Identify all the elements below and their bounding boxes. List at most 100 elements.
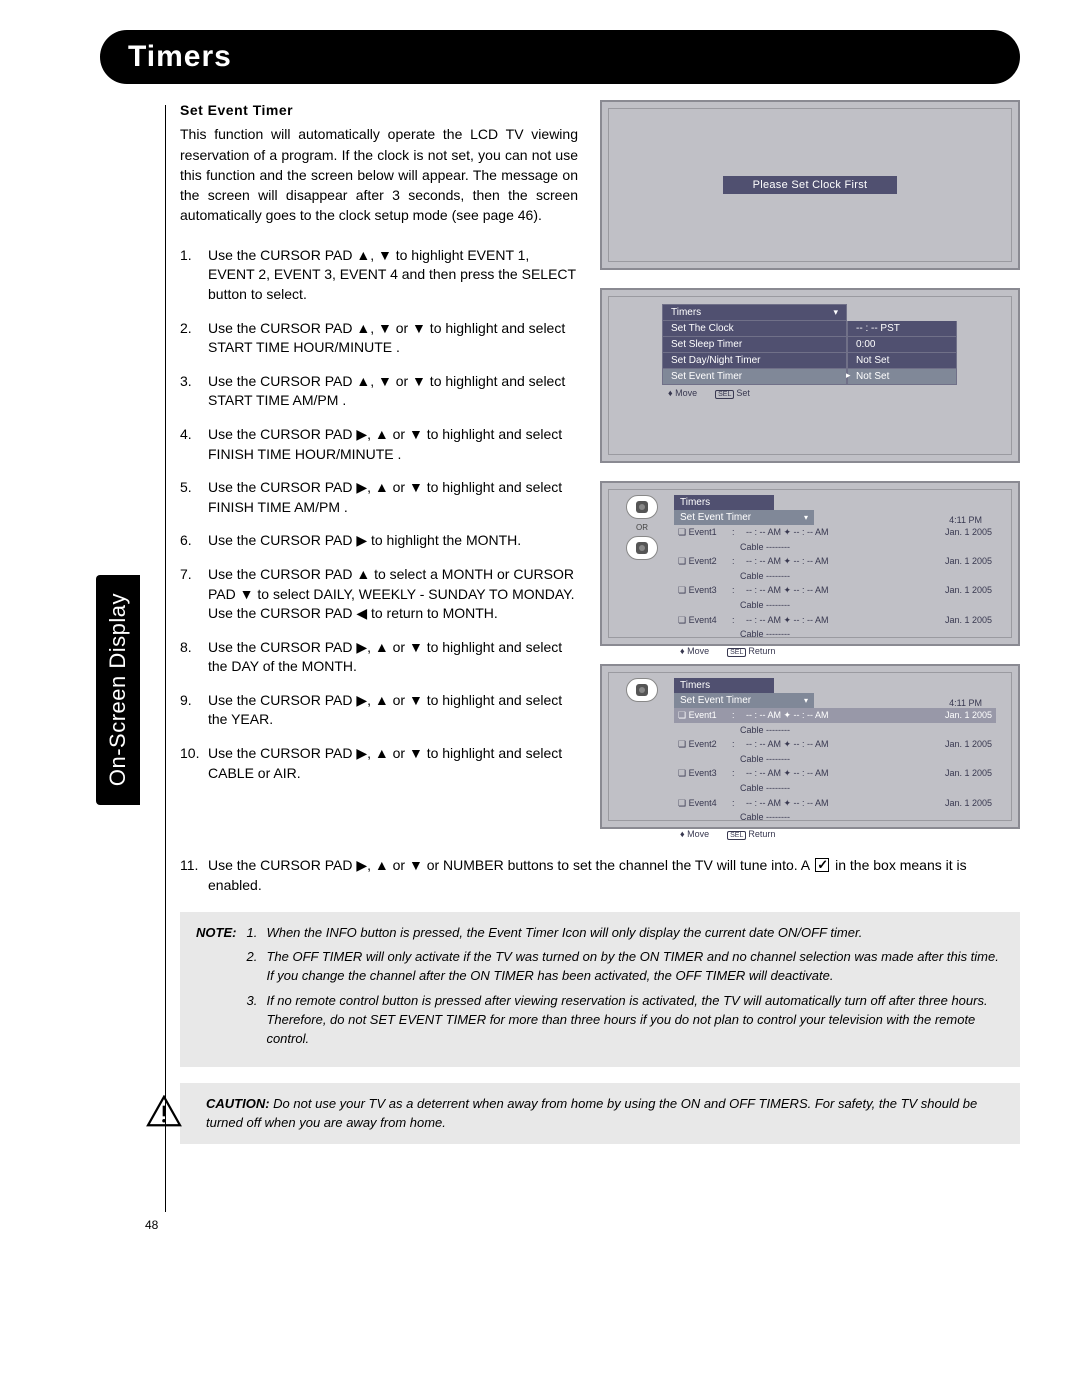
steps-list: Use the CURSOR PAD ▲, ▼ to highlight EVE… — [180, 246, 578, 783]
event-label: ❏ Event3 — [678, 584, 724, 597]
menu-value: -- : -- PST — [847, 321, 957, 337]
page-header: Timers — [100, 30, 1020, 84]
sidebar-label: On-Screen Display — [105, 593, 131, 786]
event-date: Jan. 1 2005 — [945, 797, 992, 810]
menu-footer: ♦ Move SELSet — [662, 385, 988, 399]
event-label: ❏ Event1 — [678, 526, 724, 539]
footer-move: Move — [687, 646, 709, 656]
note-item: When the INFO button is pressed, the Eve… — [246, 924, 1004, 943]
footer-set: Set — [736, 388, 750, 398]
event-label: ❏ Event2 — [678, 555, 724, 568]
event-cable: Cable -------- — [678, 599, 790, 612]
event-title: Timers — [674, 678, 774, 693]
dpad-icon — [626, 536, 658, 560]
warning-triangle-icon — [146, 1095, 182, 1127]
event-date: Jan. 1 2005 — [945, 526, 992, 539]
step-item: Use the CURSOR PAD ▶, ▲ or ▼ to highligh… — [180, 425, 578, 464]
menu-item: Set Sleep Timer — [662, 337, 847, 353]
menu-item-active: Set Event Timer — [662, 369, 847, 385]
vertical-divider — [165, 105, 166, 1212]
event-date: Jan. 1 2005 — [945, 738, 992, 751]
event-label: ❏ Event4 — [678, 614, 724, 627]
sel-badge-icon: SEL — [727, 648, 746, 657]
figure-column: Please Set Clock First Timers ▾ Set The … — [600, 100, 1020, 847]
footer-move: Move — [687, 829, 709, 839]
chevron-down-icon: ▾ — [804, 696, 808, 705]
event-date: Jan. 1 2005 — [945, 767, 992, 780]
screen-timers-menu: Timers ▾ Set The Clock-- : -- PST Set Sl… — [600, 288, 1020, 463]
remote-icons — [622, 678, 662, 702]
dpad-icon — [626, 678, 658, 702]
event-cable: Cable -------- — [678, 570, 790, 583]
step-11-pre: Use the CURSOR PAD ▶, ▲ or ▼ or NUMBER b… — [208, 857, 813, 873]
sidebar-tab: On-Screen Display — [96, 575, 140, 805]
caution-box: CAUTION: Do not use your TV as a deterre… — [180, 1083, 1020, 1145]
menu-title: Timers ▾ — [662, 304, 847, 321]
step-item: Use the CURSOR PAD ▶ to highlight the MO… — [180, 531, 578, 551]
menu-value: 0:00 — [847, 337, 957, 353]
current-time: 4:11 PM — [949, 698, 996, 708]
menu-item: Set The Clock — [662, 321, 847, 337]
step-item: Use the CURSOR PAD ▶, ▲ or ▼ to highligh… — [180, 691, 578, 730]
caution-label: CAUTION: — [206, 1096, 270, 1111]
intro-paragraph: This function will automatically operate… — [180, 124, 578, 225]
menu-value-active: Not Set — [847, 369, 957, 385]
menu-value: Not Set — [847, 353, 957, 369]
event-cable: Cable -------- — [678, 753, 790, 766]
remote-icons: OR — [622, 495, 662, 560]
step-item: Use the CURSOR PAD ▲ to select a MONTH o… — [180, 565, 578, 624]
step-item: Use the CURSOR PAD ▲, ▼ or ▼ to highligh… — [180, 372, 578, 411]
event-date: Jan. 1 2005 — [945, 584, 992, 597]
step-item: Use the CURSOR PAD ▲, ▼ to highlight EVE… — [180, 246, 578, 305]
event-cable: Cable -------- — [678, 541, 790, 554]
event-footer: ♦ Move SELReturn — [674, 825, 996, 840]
event-label: ❏ Event4 — [678, 797, 724, 810]
event-list: ❏ Event1:-- : -- AM ✦ -- : -- AMJan. 1 2… — [674, 708, 996, 825]
page-number: 48 — [145, 1218, 158, 1232]
step-item: Use the CURSOR PAD ▶, ▲ or ▼ to highligh… — [180, 638, 578, 677]
menu-item: Set Day/Night Timer — [662, 353, 847, 369]
event-title: Timers — [674, 495, 774, 510]
step-item: Use the CURSOR PAD ▶, ▲ or ▼ to highligh… — [180, 478, 578, 517]
event-subtitle: Set Event Timer ▾ — [674, 693, 814, 708]
sel-badge-icon: SEL — [715, 390, 734, 399]
event-date: Jan. 1 2005 — [945, 555, 992, 568]
section-title: Set Event Timer — [180, 100, 578, 120]
step-item: Use the CURSOR PAD ▶, ▲ or ▼ to highligh… — [180, 744, 578, 783]
event-cable: Cable -------- — [678, 811, 790, 824]
event-times: -- : -- AM ✦ -- : -- AM — [746, 526, 937, 539]
timers-menu-panel: Timers ▾ Set The Clock-- : -- PST Set Sl… — [662, 304, 988, 399]
screen-event-timer-1: OR Timers Set Event Timer ▾ 4:11 PM ❏ — [600, 481, 1020, 646]
sel-badge-icon: SEL — [727, 831, 746, 840]
event-times: -- : -- AM ✦ -- : -- AM — [746, 797, 937, 810]
menu-title-text: Timers — [671, 307, 701, 318]
event-label: ❏ Event1 — [678, 709, 724, 722]
note-item: The OFF TIMER will only activate if the … — [246, 948, 1004, 986]
screen-clock-warning: Please Set Clock First — [600, 100, 1020, 270]
event-date: Jan. 1 2005 — [945, 709, 992, 722]
clock-message: Please Set Clock First — [723, 176, 898, 194]
step-11: 11. Use the CURSOR PAD ▶, ▲ or ▼ or NUMB… — [180, 855, 1020, 896]
event-times: -- : -- AM ✦ -- : -- AM — [746, 584, 937, 597]
footer-move: Move — [675, 388, 697, 398]
note-label: NOTE: — [196, 924, 236, 1055]
footer-return: Return — [748, 646, 775, 656]
event-label: ❏ Event3 — [678, 767, 724, 780]
chevron-down-icon: ▾ — [804, 513, 808, 522]
note-box: NOTE: When the INFO button is pressed, t… — [180, 912, 1020, 1067]
note-item: If no remote control button is pressed a… — [246, 992, 1004, 1049]
event-panel: Timers Set Event Timer ▾ 4:11 PM ❏ Event… — [674, 678, 996, 840]
step-item: Use the CURSOR PAD ▲, ▼ or ▼ to highligh… — [180, 319, 578, 358]
event-cable: Cable -------- — [678, 724, 790, 737]
chevron-down-icon: ▾ — [833, 307, 838, 318]
current-time: 4:11 PM — [949, 515, 996, 525]
caution-text: Do not use your TV as a deterrent when a… — [206, 1096, 977, 1130]
screen-event-timer-2: Timers Set Event Timer ▾ 4:11 PM ❏ Event… — [600, 664, 1020, 829]
event-panel: Timers Set Event Timer ▾ 4:11 PM ❏ Event… — [674, 495, 996, 657]
event-times: -- : -- AM ✦ -- : -- AM — [746, 709, 937, 722]
checkbox-icon — [815, 858, 829, 872]
event-subtitle: Set Event Timer ▾ — [674, 510, 814, 525]
event-label: ❏ Event2 — [678, 738, 724, 751]
page-title: Timers — [128, 40, 992, 74]
event-times: -- : -- AM ✦ -- : -- AM — [746, 767, 937, 780]
